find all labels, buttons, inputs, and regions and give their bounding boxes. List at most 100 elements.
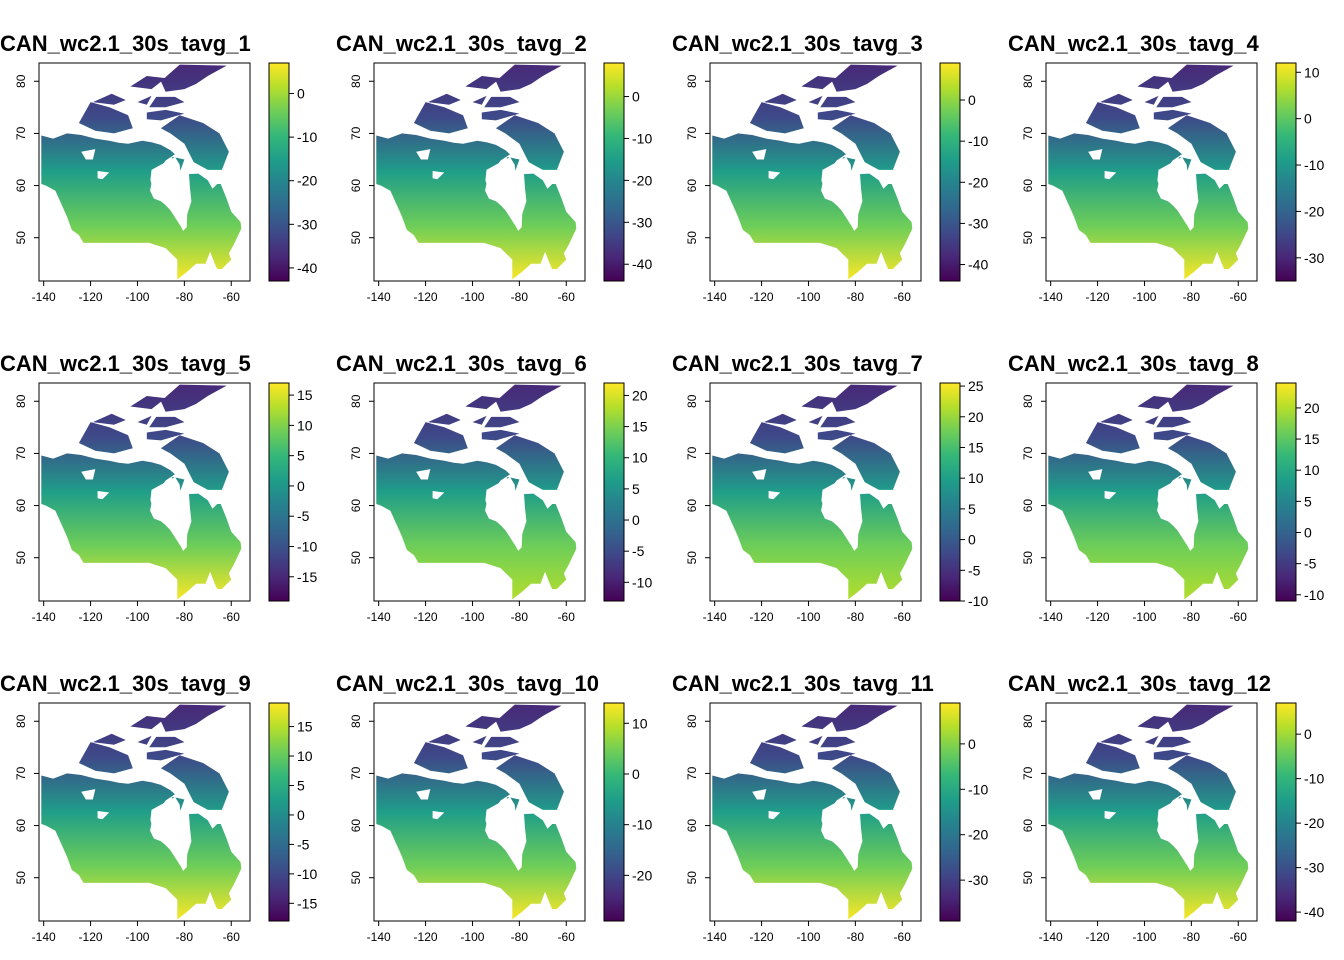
island-raster xyxy=(817,429,856,441)
colorbar-tick-label: -10 xyxy=(297,129,317,145)
map-panel-3: CAN_wc2.1_30s_tavg_3-140 -120 -100 -80 -6050… xyxy=(672,31,988,304)
colorbar-tick-label: 5 xyxy=(632,481,640,497)
island-raster xyxy=(1156,96,1192,108)
island-raster xyxy=(146,749,185,761)
island-raster xyxy=(149,96,185,108)
island-raster xyxy=(481,749,520,761)
x-tick-label: -120 xyxy=(79,610,103,624)
island-raster xyxy=(763,733,797,745)
colorbar-tick-label: 0 xyxy=(968,92,976,108)
island-raster xyxy=(137,415,152,425)
x-tick-label: -140 xyxy=(703,930,727,944)
x-tick-label: -60 xyxy=(1230,290,1248,304)
plot-frame xyxy=(38,702,251,922)
island-raster xyxy=(749,742,804,774)
colorbar-tick-label: 0 xyxy=(968,736,976,752)
island-raster xyxy=(1167,755,1236,810)
water-body xyxy=(1104,491,1117,500)
colorbar-tick-label: -5 xyxy=(297,836,310,852)
colorbar-tick-label: 0 xyxy=(968,532,976,548)
land-raster xyxy=(376,453,577,600)
x-tick-label: -60 xyxy=(894,610,912,624)
x-tick-label: -100 xyxy=(796,610,820,624)
x-tick-label: -120 xyxy=(750,610,774,624)
x-tick-label: -140 xyxy=(32,610,56,624)
island-raster xyxy=(465,716,501,730)
colorbar-tick-label: 10 xyxy=(1304,462,1320,478)
island-raster xyxy=(495,64,562,92)
y-tick-label: 60 xyxy=(349,819,363,833)
island-raster xyxy=(1167,384,1234,412)
island-raster xyxy=(820,736,856,748)
water-body xyxy=(768,171,781,180)
y-tick-label: 60 xyxy=(14,179,28,193)
island-raster xyxy=(160,384,227,412)
y-tick-label: 80 xyxy=(349,714,363,728)
y-tick-label: 80 xyxy=(14,74,28,88)
colorbar-tick-label: 10 xyxy=(297,748,313,764)
island-raster xyxy=(1144,95,1159,105)
colorbar-tick-label: 10 xyxy=(1304,64,1320,80)
land-raster xyxy=(1048,133,1249,280)
x-tick-label: -120 xyxy=(79,290,103,304)
x-tick-label: -100 xyxy=(460,930,484,944)
x-tick-label: -60 xyxy=(894,930,912,944)
colorbar-tick-label: 0 xyxy=(297,807,305,823)
map-panel-4: CAN_wc2.1_30s_tavg_4-140 -120 -100 -80 -6050… xyxy=(1008,31,1324,304)
y-tick-label: 50 xyxy=(1021,871,1035,885)
plot-frame xyxy=(1045,62,1258,282)
island-raster xyxy=(1085,422,1140,454)
water-body xyxy=(821,156,862,225)
x-tick-label: -120 xyxy=(414,290,438,304)
x-tick-label: -60 xyxy=(223,930,241,944)
x-tick-label: -100 xyxy=(125,610,149,624)
y-tick-label: 60 xyxy=(685,179,699,193)
x-tick-label: -100 xyxy=(125,930,149,944)
water-body xyxy=(752,789,767,800)
water-body xyxy=(1104,811,1117,820)
colorbar xyxy=(1275,62,1297,282)
island-raster xyxy=(137,95,152,105)
x-tick-label: -60 xyxy=(558,610,576,624)
island-raster xyxy=(1137,716,1173,730)
colorbar-tick-label: -10 xyxy=(632,130,652,146)
water-body xyxy=(97,811,110,820)
colorbar-tick-label: -10 xyxy=(632,574,652,590)
island-raster xyxy=(92,93,126,105)
y-tick-label: 80 xyxy=(685,394,699,408)
y-tick-label: 60 xyxy=(349,179,363,193)
island-raster xyxy=(763,413,797,425)
x-tick-label: -120 xyxy=(750,930,774,944)
x-tick-label: -140 xyxy=(32,930,56,944)
y-tick-label: 60 xyxy=(685,819,699,833)
colorbar-tick-label: -10 xyxy=(1304,157,1324,173)
colorbar-tick-label: -5 xyxy=(297,508,310,524)
colorbar xyxy=(939,382,961,602)
colorbar-tick-label: 15 xyxy=(1304,431,1320,447)
water-body xyxy=(432,171,445,180)
plot-frame xyxy=(709,62,922,282)
panel-title: CAN_wc2.1_30s_tavg_12 xyxy=(1008,671,1271,696)
colorbar-tick-label: 10 xyxy=(632,450,648,466)
island-raster xyxy=(1099,413,1133,425)
colorbar xyxy=(268,382,290,602)
x-tick-label: -80 xyxy=(1183,930,1201,944)
island-raster xyxy=(801,716,837,730)
island-raster xyxy=(427,93,461,105)
colorbar-tick-label: 0 xyxy=(1304,111,1312,127)
water-body xyxy=(150,796,191,865)
x-tick-label: -100 xyxy=(796,930,820,944)
x-tick-label: -80 xyxy=(176,290,194,304)
island-raster xyxy=(160,755,229,810)
y-tick-label: 70 xyxy=(685,766,699,780)
colorbar xyxy=(1275,702,1297,922)
plot-frame xyxy=(1045,382,1258,602)
colorbar-tick-label: 0 xyxy=(297,478,305,494)
colorbar-tick-label: 5 xyxy=(1304,493,1312,509)
x-tick-label: -100 xyxy=(1132,930,1156,944)
colorbar-tick-label: 5 xyxy=(968,501,976,517)
island-raster xyxy=(427,413,461,425)
land-raster xyxy=(1048,773,1249,920)
colorbar-tick-label: -40 xyxy=(968,257,988,273)
colorbar-tick-label: -10 xyxy=(297,866,317,882)
